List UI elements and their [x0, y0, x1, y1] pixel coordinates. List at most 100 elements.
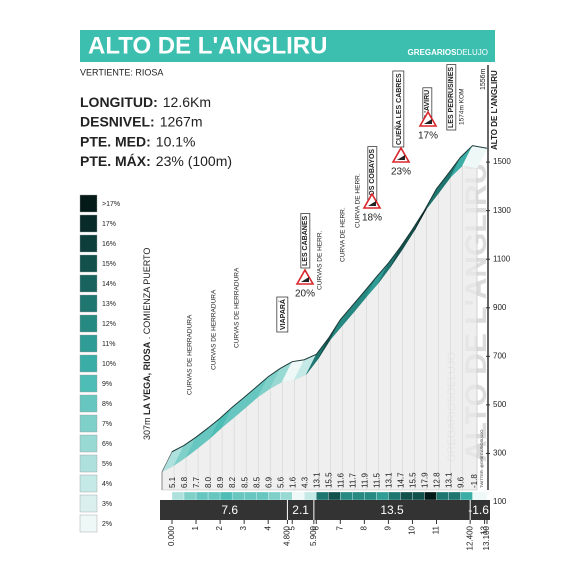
place-label: CUEÑA LES CABRES	[394, 73, 403, 145]
gradient-label: 8.2	[228, 476, 237, 488]
legend-swatch	[79, 194, 98, 213]
legend-label: 4%	[102, 481, 112, 488]
legend-swatch	[79, 414, 98, 433]
annotation: CURVA DE HERR.	[340, 207, 347, 262]
gradient-strip	[340, 491, 353, 501]
x-tick-label: 13	[480, 525, 489, 534]
place-box	[300, 213, 311, 269]
stat-label: LONGITUD:	[80, 94, 158, 110]
gradient-strip	[436, 491, 449, 501]
y-tick-label: 500	[493, 400, 507, 409]
place-box	[276, 296, 289, 333]
gradient-strip	[448, 491, 461, 501]
stat-value: 10.1%	[156, 133, 196, 149]
gradient-label: 9.6	[457, 476, 466, 488]
gradient-label: 1.6	[288, 476, 297, 488]
place-box	[392, 70, 405, 148]
sign-label: 17%	[418, 131, 438, 142]
gradient-strip	[364, 491, 377, 501]
annotation: CURVAS DE HERRADURA	[187, 314, 194, 395]
gradient-label: 11.6	[336, 472, 345, 488]
start-place: LA VEGA, RIOSA	[142, 341, 152, 415]
gradient-strip	[388, 491, 401, 501]
brand: GREGARIOSDELUJO	[408, 48, 488, 57]
gradient-strip	[316, 491, 329, 501]
gradient-strip	[304, 491, 317, 501]
gradient-strip	[243, 491, 257, 501]
subtitle: VERTIENTE: RIOSA	[80, 67, 163, 77]
x-tick-label: 10	[408, 525, 417, 534]
place-box	[446, 64, 457, 131]
stat: DESNIVEL: 1267m	[80, 113, 203, 129]
gradient-strip	[400, 491, 413, 501]
sign-slope	[301, 277, 309, 282]
stat-value: 23% (100m)	[156, 153, 232, 169]
y-tick-label: 1300	[493, 206, 511, 215]
gradient-label: 12.8	[433, 472, 442, 488]
summit-elevation: 1556m	[480, 68, 487, 90]
place-label: L'AVIRU	[424, 90, 431, 117]
legend-swatch	[79, 214, 98, 233]
legend-label: >17%	[102, 201, 120, 208]
stat: PTE. MÁX: 23% (100m)	[80, 153, 232, 169]
annotation: 1574m KOM	[459, 89, 466, 126]
stat: LONGITUD: 12.6Km	[80, 94, 211, 110]
stat-label: PTE. MÁX:	[80, 153, 151, 169]
legend-swatch	[79, 374, 98, 393]
annotation: CURVA DE HERR.	[355, 173, 362, 228]
gradient-label: 15.5	[409, 472, 418, 488]
gradient-strip	[472, 491, 488, 501]
legend-label: 3%	[102, 501, 112, 508]
legend-swatch	[79, 474, 98, 493]
start-elevation: 307m	[142, 415, 152, 440]
gradient-strip	[207, 491, 221, 501]
legend-label: 11%	[102, 341, 116, 348]
legend-swatch	[79, 274, 98, 293]
place-label: VIAPARÁ	[278, 299, 287, 330]
legend-label: 9%	[102, 381, 112, 388]
legend-swatch	[79, 294, 98, 313]
gradient-label: 8.5	[240, 476, 249, 488]
legend-label: 10%	[102, 361, 116, 368]
legend-label: 8%	[102, 401, 112, 408]
profile-face	[161, 165, 478, 491]
legend-label: 5%	[102, 461, 112, 468]
place-label: LOS COBAYOS	[369, 149, 376, 200]
stat-label: DESNIVEL:	[80, 113, 155, 129]
gradient-strip	[195, 491, 209, 501]
section-band	[160, 500, 490, 520]
stat-value: 12.6Km	[163, 94, 211, 110]
sign-slope	[397, 155, 405, 160]
section-value: 2.1	[292, 503, 309, 517]
gradient-label: 17.9	[421, 472, 430, 488]
gradient-strip	[231, 491, 245, 501]
legend-swatch	[79, 434, 98, 453]
x-tick-label: 2	[215, 525, 224, 530]
stat-label: PTE. MED:	[80, 133, 151, 149]
x-tick-label: 12.400	[465, 525, 474, 550]
y-tick-label: 300	[493, 449, 507, 458]
gradient-strip	[171, 491, 185, 501]
legend-swatch	[79, 514, 98, 533]
gradient-label: 7.7	[192, 476, 201, 488]
legend-label: 2%	[102, 521, 112, 528]
credit: TWITTER: @GREGARIOSLUJO	[479, 429, 484, 488]
gradient-strip	[376, 491, 389, 501]
gradient-label: 6.9	[264, 476, 273, 488]
gradient-label: 11.7	[348, 472, 357, 488]
sign-slope	[424, 119, 432, 124]
legend-swatch	[79, 394, 98, 413]
stat: PTE. MED: 10.1%	[80, 133, 195, 149]
left-edge	[161, 451, 173, 472]
y-tick-label: 1100	[493, 254, 511, 263]
x-tick-label: 4.800	[283, 525, 292, 546]
legend-swatch	[79, 314, 98, 333]
profile-line	[171, 145, 488, 453]
y-tick-label: 1500	[493, 157, 511, 166]
gradient-strip	[219, 491, 233, 501]
gradient-label: 13.1	[312, 472, 321, 488]
gradient-strip	[256, 491, 269, 501]
legend-label: 15%	[102, 261, 116, 268]
annotation: CURVAS DE HERRADURA	[211, 289, 218, 370]
x-tick-label: 5	[287, 525, 296, 530]
